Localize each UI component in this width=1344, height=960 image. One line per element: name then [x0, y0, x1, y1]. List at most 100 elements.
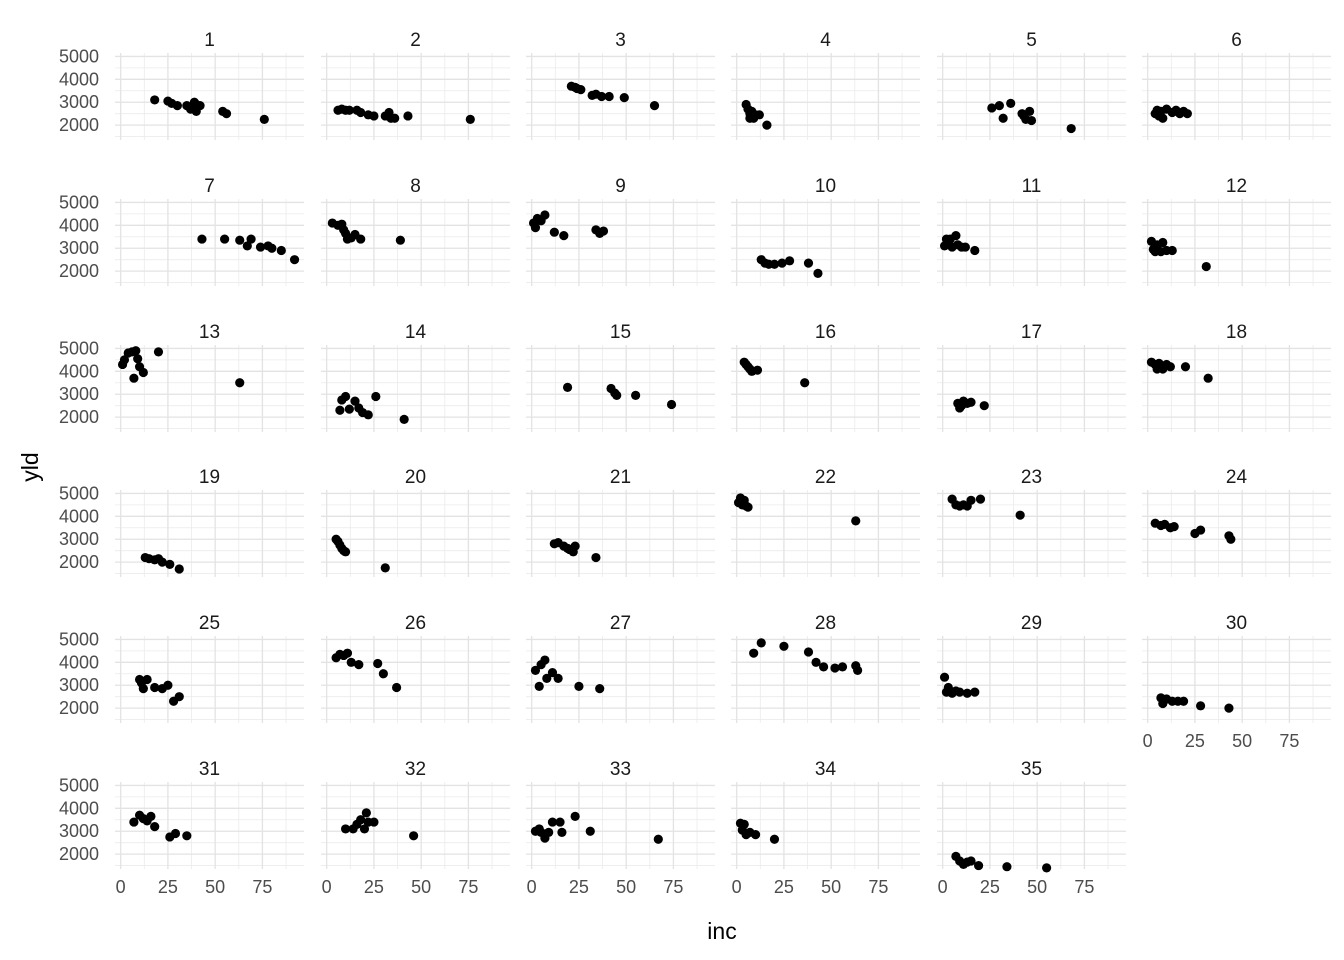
data-point — [255, 242, 266, 252]
data-point — [174, 692, 184, 702]
y-tick-label: 4000 — [59, 652, 99, 672]
data-point — [547, 817, 558, 827]
data-point — [604, 91, 614, 102]
facet-strip-label: 6 — [1231, 30, 1242, 51]
data-point — [235, 378, 245, 388]
facet-strip-label: 4 — [820, 30, 831, 51]
data-point — [547, 668, 558, 678]
data-point — [570, 541, 580, 551]
data-point — [939, 672, 950, 682]
y-tick-label: 4000 — [59, 506, 99, 526]
data-point — [540, 655, 550, 665]
data-point — [1226, 534, 1236, 544]
data-point — [769, 834, 780, 844]
y-tick-label: 3000 — [59, 675, 99, 695]
facet-panel: 29 — [937, 613, 1126, 723]
facet-strip-label: 25 — [199, 613, 220, 634]
data-point — [129, 373, 139, 383]
facet-panel: 14 — [321, 322, 510, 432]
x-axis-title: inc — [707, 918, 736, 944]
y-axis-title: yld — [17, 452, 43, 481]
facet-strip-label: 21 — [610, 467, 631, 488]
data-point — [220, 234, 230, 244]
y-tick-label: 2000 — [59, 698, 99, 718]
facet-panel: 24 — [1142, 467, 1331, 577]
data-point — [598, 226, 609, 236]
x-tick-label: 75 — [252, 877, 272, 897]
data-point — [197, 234, 207, 244]
facet-strip-label: 35 — [1021, 759, 1042, 780]
facet-strip-label: 34 — [815, 759, 837, 780]
x-tick-label: 0 — [938, 877, 948, 897]
data-point — [378, 669, 388, 679]
data-point — [174, 564, 184, 574]
data-point — [1203, 373, 1213, 383]
data-point — [356, 107, 366, 118]
data-point — [369, 111, 379, 121]
facet-strip-label: 20 — [405, 467, 426, 488]
facet-panel: 32 0 25 50 75 — [321, 759, 510, 897]
data-point — [769, 259, 780, 269]
data-point — [346, 657, 356, 667]
x-tick-label: 75 — [458, 877, 478, 897]
data-point — [955, 687, 965, 697]
data-point — [182, 831, 192, 841]
data-point — [165, 559, 175, 570]
y-tick-label: 5000 — [59, 46, 99, 66]
data-point — [1158, 237, 1168, 248]
data-point — [966, 397, 976, 407]
data-point — [1167, 245, 1177, 256]
facet-panel: 9 — [526, 176, 715, 286]
data-point — [653, 834, 663, 844]
data-point — [649, 101, 660, 111]
data-point — [1224, 703, 1234, 713]
y-tick-label: 3000 — [59, 238, 99, 258]
data-point — [597, 91, 607, 102]
facet-panel: 35 0 25 50 75 — [937, 759, 1126, 897]
data-point — [1182, 109, 1192, 119]
facet-strip-label: 30 — [1226, 613, 1247, 634]
x-tick-label: 25 — [364, 877, 384, 897]
data-point — [591, 552, 601, 563]
facet-panel: 31 2000 3000 4000 5000 0 25 50 75 — [59, 759, 304, 897]
y-tick-label: 2000 — [59, 115, 99, 135]
x-tick-label: 75 — [1279, 731, 1299, 751]
facet-panel: 21 — [526, 467, 715, 577]
facet-panel: 33 0 25 50 75 — [526, 759, 715, 897]
y-tick-label: 4000 — [59, 361, 99, 381]
data-point — [830, 663, 840, 673]
data-point — [631, 390, 641, 400]
facet-panel: 20 — [321, 467, 510, 577]
facet-strip-label: 22 — [815, 467, 836, 488]
data-point — [800, 378, 810, 388]
data-point — [259, 114, 269, 124]
data-point — [803, 258, 814, 268]
facet-strip-label: 26 — [405, 613, 426, 634]
data-point — [350, 396, 360, 406]
data-point — [1158, 113, 1168, 123]
data-point — [1201, 261, 1211, 272]
data-point — [119, 355, 130, 365]
data-point — [966, 856, 976, 866]
y-tick-label: 4000 — [59, 215, 99, 235]
data-point — [970, 687, 980, 697]
y-tick-label: 5000 — [59, 192, 99, 212]
data-point — [335, 405, 345, 415]
data-point — [1165, 362, 1175, 372]
x-tick-label: 25 — [774, 877, 794, 897]
facet-panel: 26 — [321, 613, 510, 723]
x-tick-label: 50 — [205, 877, 225, 897]
facet-panel: 1 2000 3000 4000 5000 — [59, 30, 304, 140]
x-tick-label: 25 — [569, 877, 589, 897]
data-point — [542, 673, 552, 683]
y-tick-label: 3000 — [59, 821, 99, 841]
data-point — [138, 367, 148, 378]
facet-panel: 16 — [731, 322, 920, 432]
facet-panel: 17 — [937, 322, 1126, 432]
data-point — [762, 120, 772, 130]
facet-panel: 15 — [526, 322, 715, 432]
data-point — [170, 828, 181, 839]
data-point — [585, 826, 595, 836]
data-point — [739, 819, 749, 829]
